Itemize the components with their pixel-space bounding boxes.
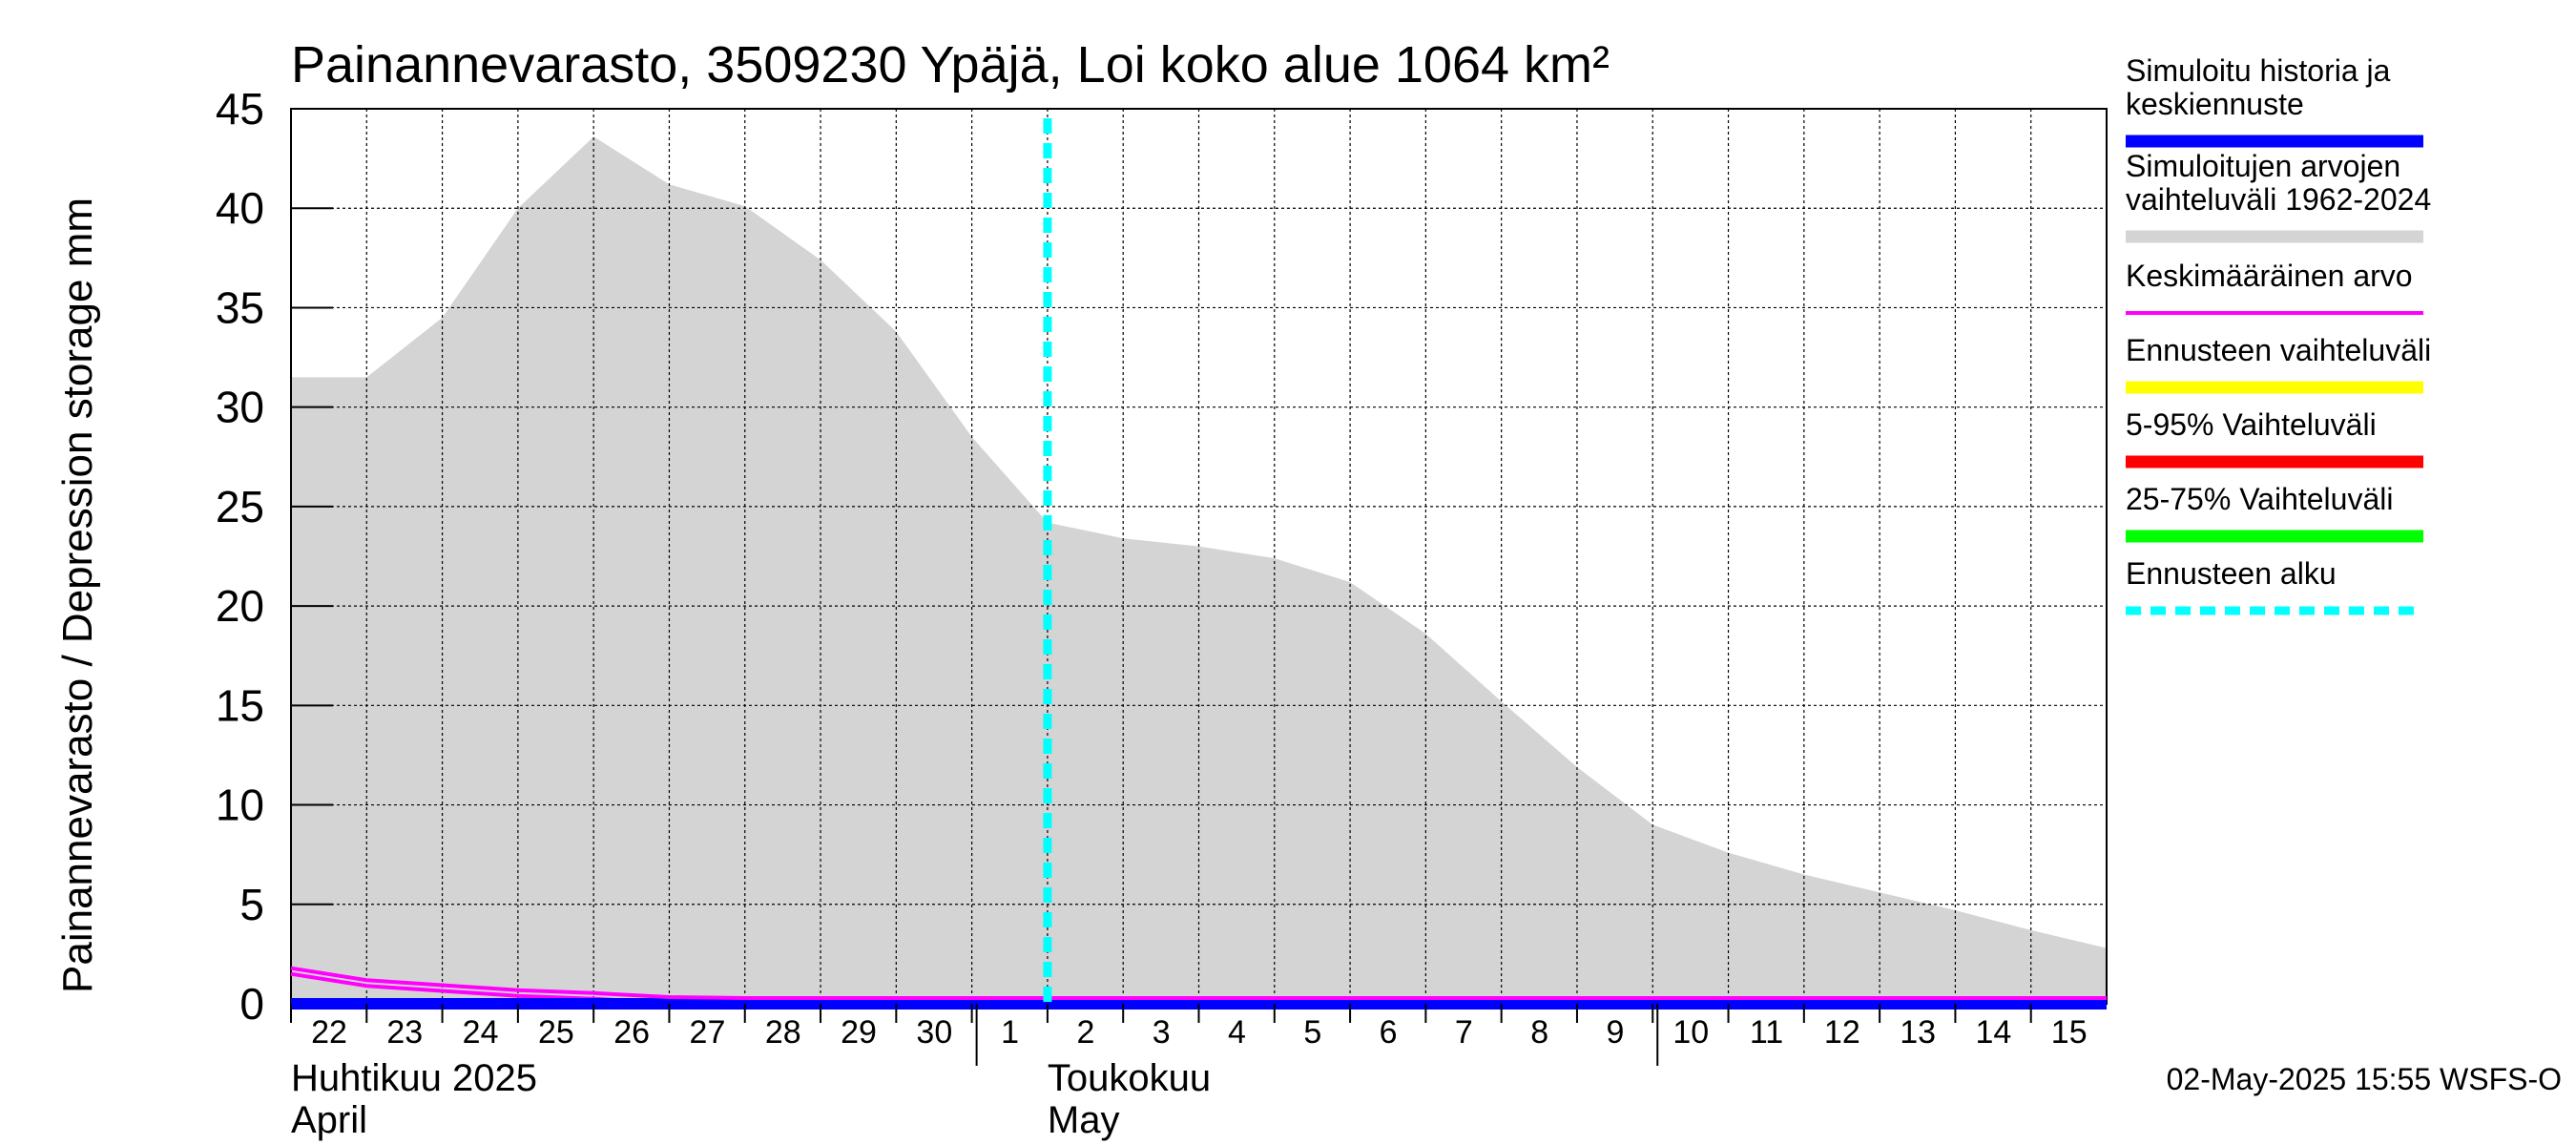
y-tick-label: 20 xyxy=(216,581,264,631)
x-tick-label: 28 xyxy=(765,1014,801,1051)
chart-title: Painannevarasto, 3509230 Ypäjä, Loi koko… xyxy=(291,36,1610,94)
legend-label: 5-95% Vaihteluväli xyxy=(2126,407,2377,442)
legend-label: Simuloitujen arvojen xyxy=(2126,149,2400,183)
legend-item: Ennusteen vaihteluväli xyxy=(2126,333,2431,394)
y-tick-label: 5 xyxy=(239,880,264,929)
x-tick-label: 5 xyxy=(1303,1014,1321,1051)
grid xyxy=(291,108,2107,1004)
legend: Simuloitu historia jakeskiennusteSimuloi… xyxy=(2126,53,2431,615)
x-tick-label: 29 xyxy=(841,1014,877,1051)
month-label-english: May xyxy=(1048,1099,1120,1141)
x-tick-label: 30 xyxy=(916,1014,952,1051)
x-tick-label: 26 xyxy=(613,1014,650,1051)
y-tick-label: 35 xyxy=(216,282,264,332)
legend-item: Keskimääräinen arvo xyxy=(2126,259,2423,315)
x-tick-label: 7 xyxy=(1455,1014,1473,1051)
x-tick-label: 22 xyxy=(311,1014,347,1051)
y-tick-label: 45 xyxy=(216,84,264,134)
series-mean-line-overlay xyxy=(290,966,2107,1000)
x-tick-label: 1 xyxy=(1001,1014,1019,1051)
x-tick-label: 15 xyxy=(2051,1014,2088,1051)
x-tick-label: 11 xyxy=(1750,1014,1783,1051)
y-tick-label: 25 xyxy=(216,482,264,531)
legend-label: Keskimääräinen arvo xyxy=(2126,259,2413,293)
x-tick-label: 3 xyxy=(1153,1014,1171,1051)
x-tick-label: 9 xyxy=(1606,1014,1624,1051)
footer-timestamp: 02-May-2025 15:55 WSFS-O xyxy=(2167,1062,2562,1096)
month-label-english: April xyxy=(291,1099,367,1141)
y-tick-label: 0 xyxy=(239,979,264,1029)
x-tick-label: 13 xyxy=(1900,1014,1936,1051)
y-tick-label: 15 xyxy=(216,680,264,730)
x-tick-label: 6 xyxy=(1380,1014,1398,1051)
x-tick-label: 2 xyxy=(1076,1014,1094,1051)
month-label: Toukokuu xyxy=(1048,1057,1211,1099)
x-tick-label: 10 xyxy=(1672,1014,1709,1051)
y-tick-label: 10 xyxy=(216,781,264,830)
y-axis-label: Painannevarasto / Depression storage mm xyxy=(54,198,101,993)
x-tick-label: 23 xyxy=(386,1014,423,1051)
x-tick-label: 8 xyxy=(1530,1014,1548,1051)
legend-label: vaihteluväli 1962-2024 xyxy=(2126,182,2431,217)
x-tick-label: 25 xyxy=(538,1014,574,1051)
y-tick-label: 40 xyxy=(216,183,264,233)
legend-label: keskiennuste xyxy=(2126,87,2304,121)
month-label: Huhtikuu 2025 xyxy=(291,1057,537,1099)
legend-item: Ennusteen alku xyxy=(2126,556,2423,615)
legend-item: 25-75% Vaihteluväli xyxy=(2126,482,2423,543)
y-tick-label: 30 xyxy=(216,383,264,432)
x-tick-label: 4 xyxy=(1228,1014,1246,1051)
legend-label: Simuloitu historia ja xyxy=(2126,53,2391,88)
legend-item: 5-95% Vaihteluväli xyxy=(2126,407,2423,468)
x-tick-label: 12 xyxy=(1824,1014,1860,1051)
legend-label: 25-75% Vaihteluväli xyxy=(2126,482,2393,516)
x-tick-label: 27 xyxy=(690,1014,726,1051)
x-tick-label: 24 xyxy=(463,1014,499,1051)
x-tick-label: 14 xyxy=(1976,1014,2012,1051)
legend-label: Ennusteen alku xyxy=(2126,556,2337,591)
legend-label: Ennusteen vaihteluväli xyxy=(2126,333,2431,367)
